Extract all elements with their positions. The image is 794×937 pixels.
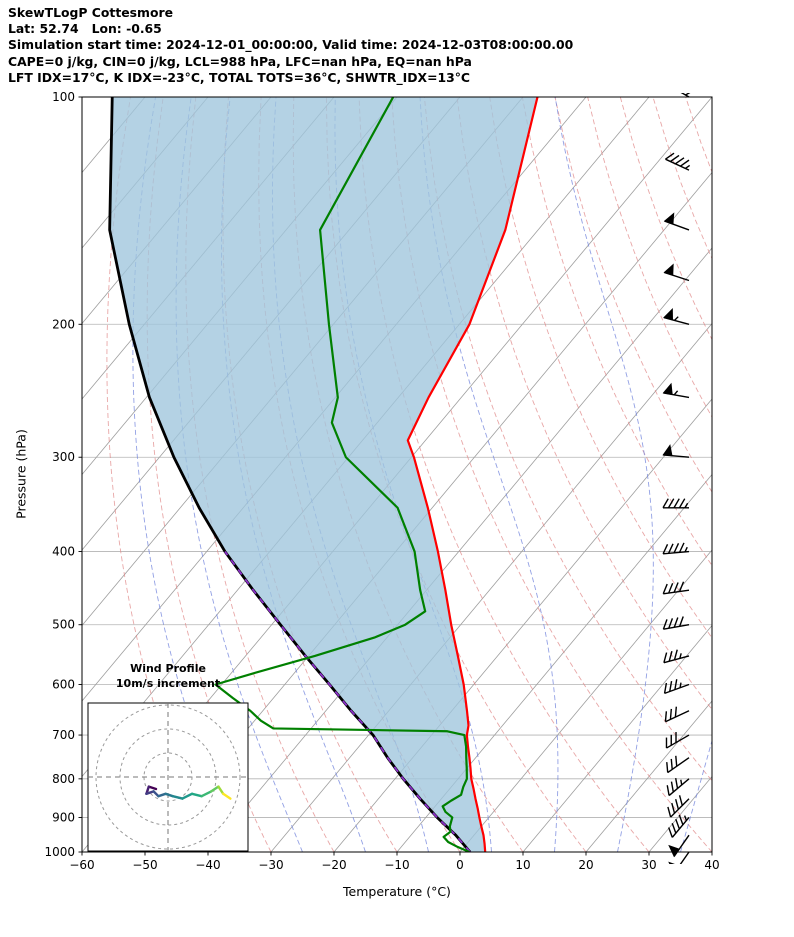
dry-adiabats — [106, 97, 712, 852]
y-tick-label: 300 — [52, 450, 75, 464]
wind-barb — [664, 706, 690, 723]
x-tick-label: 10 — [515, 858, 530, 872]
y-tick-label: 600 — [52, 678, 75, 692]
hodograph-ring — [143, 752, 193, 802]
hodograph-subtitle: 10m/s increment — [115, 677, 221, 690]
x-tick-label: 0 — [456, 858, 464, 872]
y-tick-label: 200 — [52, 317, 75, 331]
wind-barb — [662, 382, 690, 399]
isotherm-line — [396, 473, 712, 852]
x-axis-ticks: −60 −50 −40 −30 −20 −10 0 10 20 30 40 — [69, 852, 720, 872]
wind-barb — [663, 212, 690, 231]
cape-shading — [109, 97, 538, 852]
y-tick-label: 800 — [52, 772, 75, 786]
y-axis-ticks: 100 200 300 400 500 600 700 800 900 1000 — [44, 90, 82, 859]
wind-barb — [668, 814, 690, 838]
dewpoint-line — [214, 97, 470, 852]
wind-barb — [663, 649, 690, 664]
wind-barb — [663, 308, 690, 325]
y-tick-label: 1000 — [44, 845, 75, 859]
x-tick-label: −10 — [384, 858, 409, 872]
isotherm-line — [711, 851, 712, 852]
isotherm-line — [522, 624, 712, 852]
cape-indices-line: CAPE=0 j/kg, CIN=0 j/kg, LCL=988 hPa, LF… — [8, 53, 472, 69]
wind-barb — [666, 755, 690, 774]
x-tick-label: −60 — [69, 858, 94, 872]
wind-barb — [662, 542, 690, 555]
wind-barb — [662, 444, 690, 458]
isotherm-line — [82, 97, 209, 249]
isotherm-line — [585, 700, 712, 852]
isotherm-line — [207, 247, 712, 852]
x-axis-label: Temperature (°C) — [343, 884, 451, 899]
time-line: Simulation start time: 2024-12-01_00:00:… — [8, 37, 574, 53]
wind-barb — [663, 679, 690, 695]
stability-indices-line: LFT IDX=17°C, K IDX=-23°C, TOTAL TOTS=36… — [8, 69, 471, 85]
wind-barb — [662, 616, 690, 630]
wind-barb — [665, 152, 691, 171]
wind-barb — [665, 732, 690, 749]
y-tick-label: 700 — [52, 728, 75, 742]
hodograph-inset — [87, 702, 249, 852]
wind-barb — [662, 581, 690, 595]
y-tick-label: 100 — [52, 90, 75, 104]
wind-barbs — [662, 93, 691, 864]
x-tick-label: 20 — [578, 858, 593, 872]
wind-barb — [666, 778, 690, 797]
header-block: SkewTLogP Cottesmore Lat: 52.74 Lon: -0.… — [8, 5, 573, 86]
x-tick-label: −20 — [321, 858, 346, 872]
hodograph-trace — [145, 785, 232, 800]
y-axis-label: Pressure (hPa) — [13, 429, 29, 519]
hodograph-title: Wind Profile — [130, 662, 206, 675]
wind-barb — [680, 93, 691, 98]
hodograph-ring — [119, 728, 217, 826]
temperature-line — [406, 97, 539, 852]
wind-barb — [662, 498, 689, 509]
x-tick-label: −30 — [258, 858, 283, 872]
wind-barb — [667, 795, 690, 818]
plot-title: SkewTLogP Cottesmore — [8, 5, 173, 20]
x-tick-label: −40 — [195, 858, 220, 872]
isotherm-line — [459, 549, 712, 852]
wind-barb — [663, 263, 690, 282]
x-tick-label: 30 — [641, 858, 656, 872]
wind-barb — [668, 834, 690, 858]
x-tick-label: 40 — [704, 858, 719, 872]
wind-barb — [668, 851, 690, 864]
location-line: Lat: 52.74 Lon: -0.65 — [8, 21, 162, 37]
y-tick-label: 900 — [52, 810, 75, 824]
y-tick-label: 400 — [52, 545, 75, 559]
x-tick-label: −50 — [132, 858, 157, 872]
hodograph-ring — [95, 704, 241, 850]
y-tick-label: 500 — [52, 618, 75, 632]
